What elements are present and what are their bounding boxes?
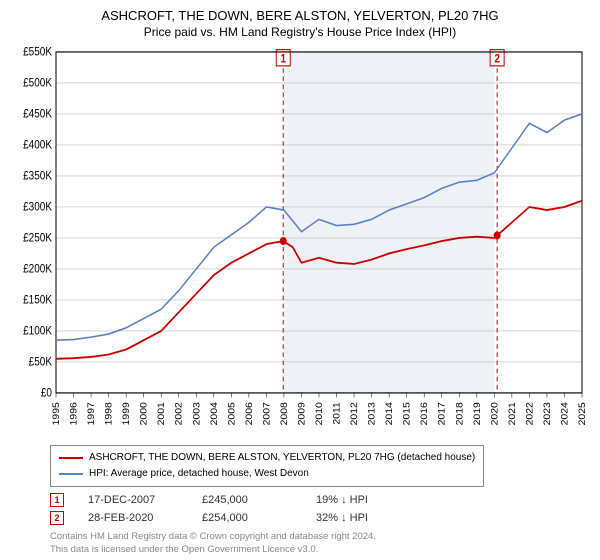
- row-marker-badge: 2: [50, 511, 64, 525]
- y-tick-label: £50K: [29, 356, 53, 369]
- x-tick-label: 2013: [367, 402, 377, 425]
- x-tick-label: 2010: [315, 402, 325, 426]
- x-tick-label: 1995: [52, 402, 62, 425]
- legend-label: ASHCROFT, THE DOWN, BERE ALSTON, YELVERT…: [89, 450, 475, 466]
- cell-date: 17-DEC-2007: [88, 494, 178, 506]
- marker-badge-label: 1: [280, 53, 286, 66]
- x-tick-label: 2011: [332, 402, 342, 424]
- x-tick-label: 1997: [87, 402, 97, 425]
- legend: ASHCROFT, THE DOWN, BERE ALSTON, YELVERT…: [50, 445, 484, 487]
- x-tick-label: 2006: [244, 402, 254, 425]
- y-tick-label: £300K: [23, 201, 53, 214]
- chart-title-block: ASHCROFT, THE DOWN, BERE ALSTON, YELVERT…: [10, 8, 590, 39]
- y-tick-label: £350K: [23, 170, 53, 183]
- sale-point-icon: [280, 237, 287, 245]
- y-tick-label: £100K: [23, 325, 53, 338]
- y-tick-label: £400K: [23, 139, 53, 152]
- x-tick-label: 1996: [69, 402, 79, 425]
- footnote-line: Contains HM Land Registry data © Crown c…: [50, 531, 590, 543]
- y-tick-label: £0: [41, 387, 52, 400]
- y-tick-label: £250K: [23, 232, 53, 245]
- sales-data-table: 1 17-DEC-2007 £245,000 19% ↓ HPI 2 28-FEB-202…: [50, 491, 590, 527]
- footnote-line: This data is licensed under the Open Gov…: [50, 544, 590, 556]
- legend-row: HPI: Average price, detached house, West…: [59, 466, 475, 482]
- y-tick-label: £200K: [23, 263, 53, 276]
- x-tick-label: 2024: [560, 402, 570, 426]
- legend-swatch-icon: [59, 457, 83, 459]
- legend-swatch-icon: [59, 473, 83, 475]
- x-tick-label: 2017: [437, 402, 447, 425]
- legend-label: HPI: Average price, detached house, West…: [89, 466, 309, 482]
- x-tick-label: 2007: [262, 402, 272, 425]
- x-tick-label: 2008: [280, 402, 290, 425]
- x-tick-label: 2002: [174, 402, 184, 425]
- y-tick-label: £150K: [23, 294, 53, 307]
- x-tick-label: 2022: [525, 402, 535, 425]
- cell-price: £245,000: [202, 494, 292, 506]
- x-tick-label: 2012: [350, 402, 360, 425]
- x-tick-label: 2018: [455, 402, 465, 425]
- x-tick-label: 2015: [402, 402, 412, 425]
- x-tick-label: 2020: [490, 402, 500, 426]
- x-tick-label: 2021: [507, 402, 517, 425]
- x-tick-label: 1999: [122, 402, 132, 425]
- sale-point-icon: [494, 231, 501, 239]
- x-tick-label: 2014: [385, 402, 395, 426]
- x-tick-label: 1998: [104, 402, 114, 425]
- marker-badge-label: 2: [494, 53, 500, 66]
- chart-title: ASHCROFT, THE DOWN, BERE ALSTON, YELVERT…: [10, 8, 590, 23]
- x-tick-label: 2001: [157, 402, 167, 425]
- cell-price: £254,000: [202, 512, 292, 524]
- chart-area: £0 £50K £100K £150K £200K £250K £300K £350K £400…: [10, 45, 590, 439]
- footnote: Contains HM Land Registry data © Crown c…: [50, 531, 590, 556]
- x-tick-label: 2003: [192, 402, 202, 425]
- x-tick-label: 2005: [227, 402, 237, 425]
- x-tick-label: 2023: [543, 402, 553, 425]
- x-tick-label: 2004: [209, 402, 219, 426]
- table-row: 1 17-DEC-2007 £245,000 19% ↓ HPI: [50, 491, 590, 509]
- x-tick-label: 2016: [420, 402, 430, 425]
- x-tick-label: 2019: [472, 402, 482, 425]
- y-tick-label: £550K: [23, 46, 53, 59]
- cell-delta: 19% ↓ HPI: [316, 494, 406, 506]
- chart-subtitle: Price paid vs. HM Land Registry's House …: [10, 25, 590, 39]
- table-row: 2 28-FEB-2020 £254,000 32% ↓ HPI: [50, 509, 590, 527]
- x-tick-label: 2009: [297, 402, 307, 425]
- row-marker-badge: 1: [50, 493, 64, 507]
- line-chart: £0 £50K £100K £150K £200K £250K £300K £350K £400…: [10, 45, 590, 439]
- cell-date: 28-FEB-2020: [88, 512, 178, 524]
- x-tick-label: 2000: [139, 402, 149, 426]
- cell-delta: 32% ↓ HPI: [316, 512, 406, 524]
- y-tick-label: £500K: [23, 77, 53, 90]
- x-tick-label: 2025: [578, 402, 588, 425]
- y-tick-label: £450K: [23, 108, 53, 121]
- legend-row: ASHCROFT, THE DOWN, BERE ALSTON, YELVERT…: [59, 450, 475, 466]
